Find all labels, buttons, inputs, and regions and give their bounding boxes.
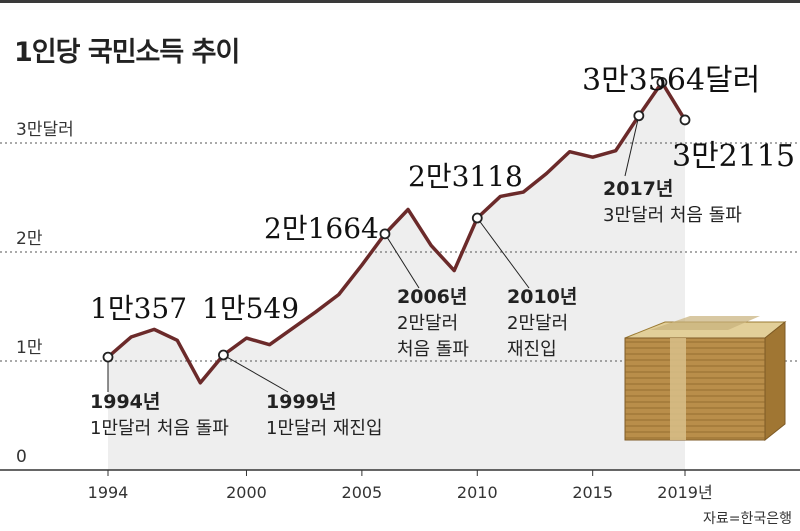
y-tick-label: 1만 (16, 338, 43, 358)
x-tick-label: 1994 (88, 483, 129, 502)
point-value-label: 1만357 (90, 292, 187, 325)
callout-year: 1999년 (266, 391, 336, 413)
chart-title: 1인당 국민소득 추이 (14, 37, 240, 68)
source-note: 자료=한국은행 (702, 511, 792, 527)
callout-text: 처음 돌파 (397, 339, 469, 360)
point-marker (471, 212, 483, 224)
x-tick-label: 2015 (572, 483, 613, 502)
callout-text: 1만달러 재진입 (266, 418, 383, 439)
point-marker (656, 76, 668, 88)
x-tick-label: 2000 (226, 483, 267, 502)
point-marker (633, 110, 645, 122)
callout-text: 2만달러 (507, 313, 568, 334)
money-stack-illustration (624, 316, 787, 442)
callout-year: 2006년 (397, 286, 467, 308)
point-value-label: 3만2115 (672, 139, 795, 174)
point-value-label: 2만3118 (408, 160, 523, 193)
point-marker (379, 228, 391, 240)
callout-year: 2010년 (507, 286, 577, 308)
y-tick-label: 0 (16, 447, 27, 467)
x-tick-label: 2019년 (657, 483, 712, 502)
callout-leader (223, 354, 289, 393)
bill-stack-front (624, 337, 766, 441)
point-marker (679, 114, 691, 126)
callout-text: 2만달러 (397, 313, 458, 334)
point-value-label: 1만549 (202, 292, 299, 325)
callout-text: 재진입 (507, 339, 557, 360)
series-line (106, 80, 687, 385)
callout-text: 1만달러 처음 돌파 (90, 418, 229, 439)
y-tick-label: 2만 (16, 229, 43, 249)
x-tick-label: 2010 (457, 483, 498, 502)
area-fill (108, 82, 685, 470)
callout-year: 1994년 (90, 391, 160, 413)
bill-stack-side (764, 320, 786, 442)
x-tick-label: 2005 (342, 483, 383, 502)
point-value-label: 3만3564달러 (582, 63, 760, 98)
callout-leader (384, 233, 420, 289)
point-value-label: 2만1664 (264, 212, 379, 245)
top-rule (0, 0, 800, 3)
bill-top-pattern (650, 316, 760, 330)
callout-leader (624, 115, 640, 177)
bill-band (670, 338, 686, 440)
callout-year: 2017년 (603, 178, 673, 200)
callout-leader (476, 217, 530, 289)
callout-text: 3만달러 처음 돌파 (603, 205, 742, 226)
point-marker (102, 351, 114, 363)
point-marker (217, 349, 229, 361)
y-tick-label: 3만달러 (16, 120, 74, 140)
